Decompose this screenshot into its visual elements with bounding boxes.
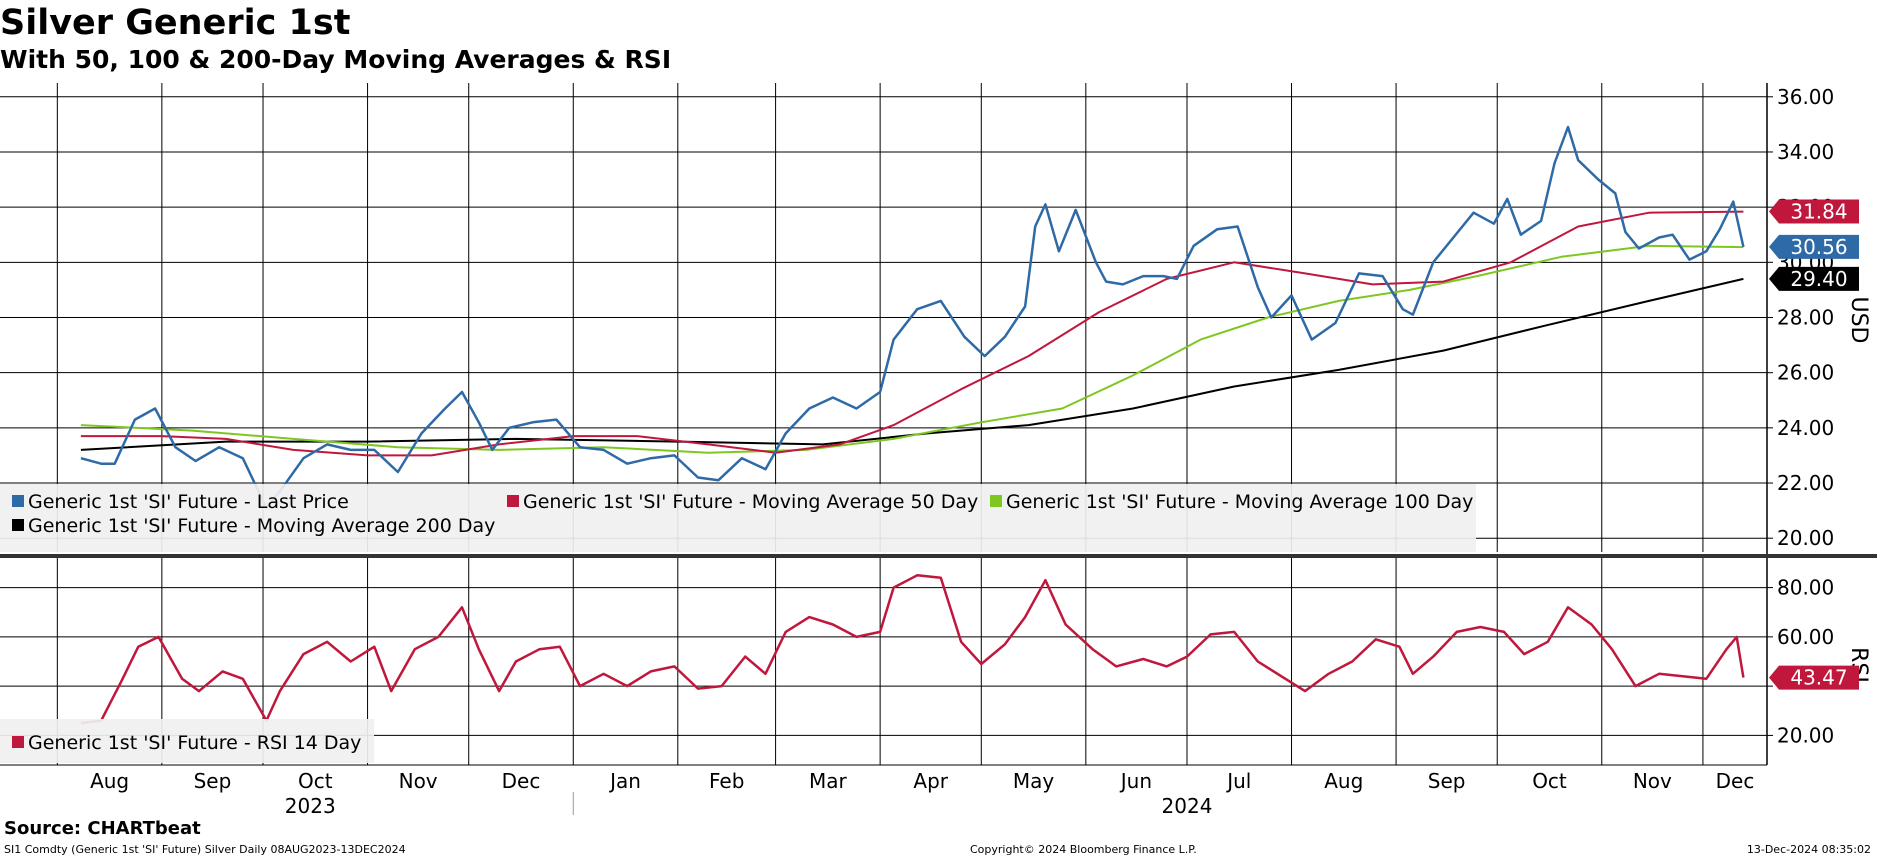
grid-layer (0, 83, 1767, 765)
legend-swatch (507, 495, 519, 507)
price-ytick-label: 36.00 (1777, 85, 1834, 109)
x-month-label: Dec (502, 769, 541, 793)
rsi-series-line (80, 574, 1745, 725)
tag-ma200-bg (1769, 266, 1859, 291)
tag-rsi-text: 43.47 (1790, 666, 1847, 690)
x-month-label: May (1013, 769, 1055, 793)
x-month-label: Aug (90, 769, 129, 793)
x-month-label: Oct (298, 769, 333, 793)
x-month-label: Sep (1428, 769, 1466, 793)
legend-swatch (990, 495, 1002, 507)
x-month-label: Sep (194, 769, 232, 793)
price-series-line (80, 125, 1745, 510)
footer-copyright: Copyright© 2024 Bloomberg Finance L.P. (970, 843, 1197, 856)
x-year-label: 2024 (1162, 794, 1213, 818)
series-layer (80, 125, 1745, 725)
tag-ma200: 29.40 (1769, 266, 1859, 291)
rsi-ytick-label: 20.00 (1777, 723, 1834, 747)
price-series-line (80, 244, 1744, 454)
x-month-label: Apr (913, 769, 948, 793)
tag-rsi-bg (1769, 665, 1859, 690)
legend-swatch (12, 519, 24, 531)
axis-layer: 20.0022.0024.0026.0028.0030.0032.0034.00… (0, 83, 1877, 818)
chart-subtitle: With 50, 100 & 200-Day Moving Averages &… (0, 45, 672, 74)
price-ytick-label: 34.00 (1777, 140, 1834, 164)
legend-label: Generic 1st 'SI' Future - Last Price (28, 491, 349, 513)
rsi-legend-bg (0, 719, 374, 763)
x-month-label: Nov (1633, 769, 1672, 793)
chart-title: Silver Generic 1st (0, 3, 351, 43)
tag-ma200-text: 29.40 (1790, 267, 1847, 291)
x-month-label: Jan (608, 769, 641, 793)
footer-ticker-info: SI1 Comdty (Generic 1st 'SI' Future) Sil… (4, 843, 406, 856)
tag-price-bg (1769, 234, 1859, 259)
legend-label: Generic 1st 'SI' Future - RSI 14 Day (28, 732, 361, 754)
price-legend-bg (0, 484, 1476, 552)
rsi-ytick-label: 60.00 (1777, 625, 1834, 649)
x-month-label: Jul (1225, 769, 1251, 793)
x-month-label: Jun (1119, 769, 1152, 793)
legend-label: Generic 1st 'SI' Future - Moving Average… (1006, 491, 1473, 513)
tag-rsi: 43.47 (1769, 665, 1859, 690)
legend-swatch (12, 495, 24, 507)
legend-layer: Generic 1st 'SI' Future - Last Price Gene… (0, 484, 1476, 763)
legend-label: Generic 1st 'SI' Future - Moving Average… (523, 491, 978, 513)
legend-label: Generic 1st 'SI' Future - Moving Average… (28, 515, 495, 537)
x-month-label: Oct (1532, 769, 1567, 793)
x-month-label: Nov (399, 769, 438, 793)
price-ytick-label: 20.00 (1777, 526, 1834, 550)
source-label: Source: CHARTbeat (4, 818, 201, 839)
tag-ma50-text: 31.84 (1790, 200, 1847, 224)
price-ylabel: USD (1846, 296, 1871, 343)
x-year-label: 2023 (285, 794, 336, 818)
x-month-label: Mar (809, 769, 848, 793)
price-ytick-label: 28.00 (1777, 306, 1834, 330)
tag-ma50-bg (1769, 199, 1859, 224)
rsi-ytick-label: 80.00 (1777, 576, 1834, 600)
price-series-line (80, 210, 1744, 457)
price-ytick-label: 22.00 (1777, 471, 1834, 495)
footer-timestamp: 13-Dec-2024 08:35:02 (1746, 843, 1871, 856)
tag-ma50: 31.84 (1769, 199, 1859, 224)
tag-price: 30.56 (1769, 234, 1859, 259)
price-ytick-label: 26.00 (1777, 361, 1834, 385)
tag-price-text: 30.56 (1790, 235, 1847, 259)
legend-swatch (12, 736, 24, 748)
x-month-label: Feb (709, 769, 744, 793)
x-month-label: Dec (1716, 769, 1755, 793)
x-month-label: Aug (1324, 769, 1363, 793)
price-ytick-label: 24.00 (1777, 416, 1834, 440)
